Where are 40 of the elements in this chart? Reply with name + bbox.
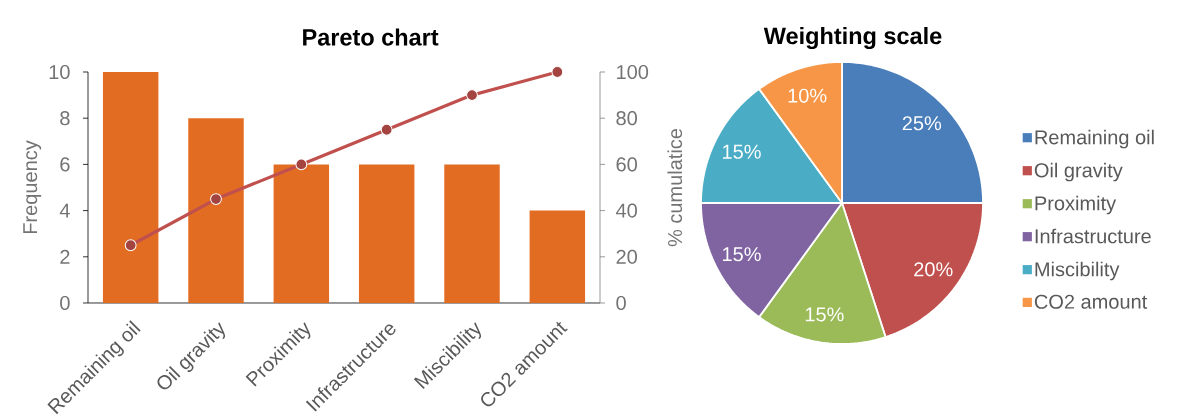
y-tick-label: 4 bbox=[59, 203, 70, 218]
point bbox=[380, 123, 393, 136]
bar bbox=[273, 164, 330, 303]
y2-tick-label: 40 bbox=[616, 203, 637, 218]
legend-label: Miscibility bbox=[1035, 261, 1120, 281]
bar bbox=[444, 164, 500, 303]
point bbox=[210, 193, 222, 205]
y2-tick-label: 80 bbox=[616, 111, 637, 126]
bar bbox=[358, 164, 415, 303]
legend-label: Proximity bbox=[1035, 195, 1117, 215]
data-label: 10% bbox=[788, 88, 827, 103]
data-label: 20% bbox=[914, 262, 953, 277]
point bbox=[551, 66, 564, 78]
chart-title: Weighting scale bbox=[763, 27, 942, 49]
data-label: 15% bbox=[805, 307, 844, 322]
y2-tick-label: 0 bbox=[616, 295, 626, 311]
y-tick-label: 2 bbox=[60, 249, 70, 264]
y-tick-label: 10 bbox=[49, 64, 70, 80]
point bbox=[124, 239, 137, 252]
y-tick-label: 6 bbox=[60, 157, 70, 172]
point bbox=[466, 89, 478, 101]
bar bbox=[102, 72, 159, 303]
y-tick-label: 8 bbox=[60, 111, 70, 126]
y2-axis-title: % cumulatice bbox=[667, 128, 683, 247]
chart-title: Pareto chart bbox=[303, 28, 439, 46]
bar bbox=[529, 210, 586, 303]
legend-label: Remaining oil bbox=[1035, 129, 1154, 149]
bar bbox=[188, 118, 244, 303]
legend-label: CO2 amount bbox=[1034, 294, 1148, 309]
y2-tick-label: 20 bbox=[616, 249, 637, 264]
y2-tick-label: 60 bbox=[616, 157, 637, 172]
data-label: 25% bbox=[902, 116, 942, 131]
y-axis-title: Frequency bbox=[23, 140, 42, 234]
legend-label: Infrastructure bbox=[1035, 228, 1151, 244]
data-label: 15% bbox=[723, 247, 761, 262]
y2-tick-label: 100 bbox=[617, 64, 649, 80]
y-tick-label: 0 bbox=[60, 295, 70, 311]
legend-label: Oil gravity bbox=[1034, 162, 1123, 182]
point bbox=[295, 158, 308, 171]
data-label: 15% bbox=[723, 144, 761, 159]
